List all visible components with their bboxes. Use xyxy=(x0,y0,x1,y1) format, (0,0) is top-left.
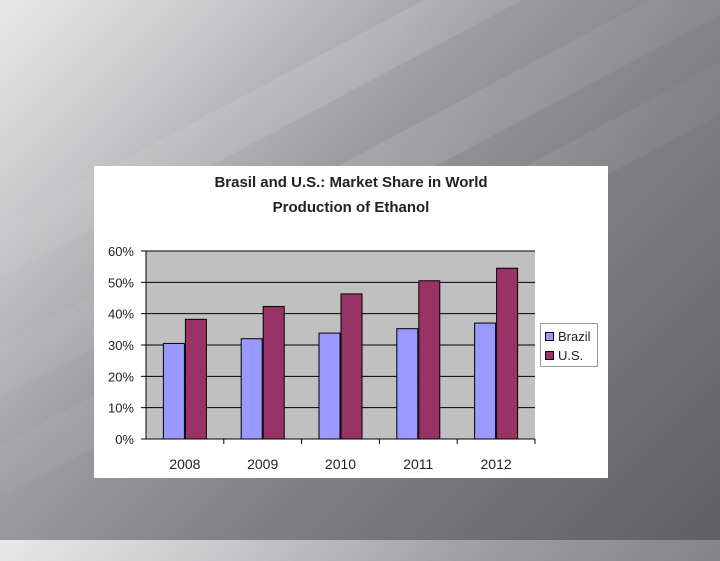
y-tick-label: 10% xyxy=(108,401,134,416)
bar-brazil xyxy=(240,338,263,440)
y-tick-label: 0% xyxy=(115,432,134,447)
chart-title-line-2: Production of Ethanol xyxy=(272,199,430,216)
bar-us xyxy=(496,267,519,440)
x-tick-label: 2009 xyxy=(247,456,278,472)
bar-brazil xyxy=(396,328,419,440)
y-tick-label: 60% xyxy=(108,244,134,259)
chart-title-line-1: Brasil and U.S.: Market Share in World xyxy=(214,174,488,191)
y-tick-label: 20% xyxy=(108,369,134,384)
x-tick-label: 2012 xyxy=(481,456,512,472)
legend-label-us: U.S. xyxy=(558,348,584,363)
x-tick-label: 2010 xyxy=(325,456,356,472)
y-tick-label: 40% xyxy=(108,307,134,322)
bar-us xyxy=(340,293,363,440)
x-tick-label: 2008 xyxy=(169,456,200,472)
bar-us xyxy=(262,305,285,440)
y-tick-label: 30% xyxy=(108,338,134,353)
chart-legend: Brazil U.S. xyxy=(540,323,598,367)
legend-swatch-brazil xyxy=(545,332,554,341)
bar-brazil xyxy=(474,322,497,440)
legend-label-brazil: Brazil xyxy=(558,329,591,344)
chart-plot: 0% 10% 20% 30% 40% 50% 60% 2008 2009 2010 2011 2012 xyxy=(108,244,536,472)
chart: Brasil and U.S.: Market Share in World P… xyxy=(94,166,608,478)
bar-us xyxy=(184,318,207,440)
bar-brazil xyxy=(318,332,341,440)
bar-us xyxy=(418,280,441,440)
x-tick-label: 2011 xyxy=(403,456,433,472)
bar-brazil xyxy=(162,342,185,440)
y-tick-label: 50% xyxy=(108,275,134,290)
legend-swatch-us xyxy=(545,351,554,360)
